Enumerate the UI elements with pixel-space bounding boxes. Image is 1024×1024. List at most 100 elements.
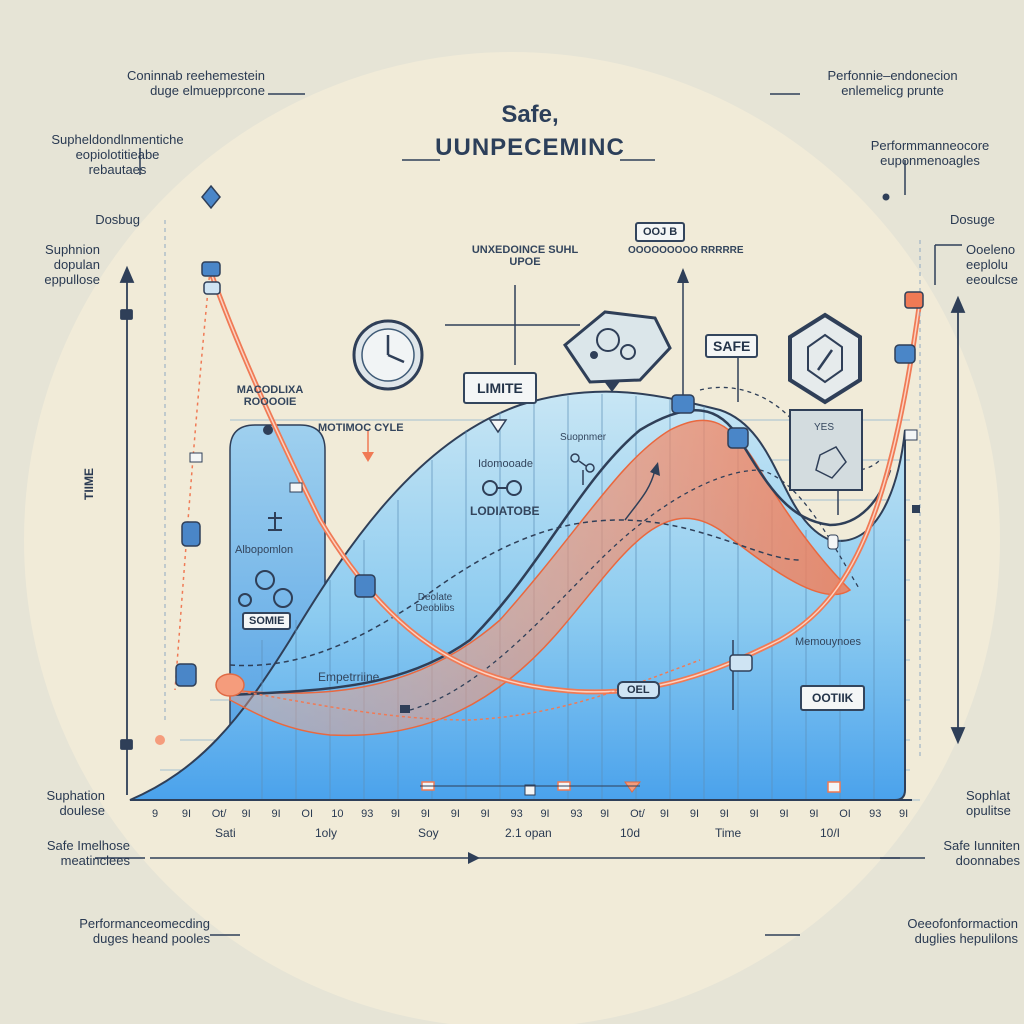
note-top-right-line-2: enlemelicg prunte — [841, 83, 944, 98]
limite-tag: LIMITE — [463, 372, 537, 404]
leader-lines — [95, 93, 962, 936]
note-right-dosage: Dosuge — [950, 212, 995, 227]
target-icon — [238, 570, 293, 608]
x-tick-label: 9I — [659, 808, 670, 820]
x-tick-label: 93 — [361, 808, 374, 820]
limite-pointer — [488, 419, 508, 434]
axis-markers — [420, 781, 841, 796]
note-upper-left-line-2: eopiolotitieabe — [75, 147, 160, 162]
motion-cycle-arrow — [362, 430, 374, 462]
emp-label: Empetrriine — [318, 670, 380, 684]
note-bottom-right-safe-line-2: doonnabes — [955, 853, 1020, 868]
x-axis-label: Time — [715, 826, 742, 840]
x-tick-label: 9I — [480, 808, 490, 820]
nodes-icon — [570, 453, 595, 485]
note-bottom-left-perf-line-1: Performanceomecding — [79, 916, 210, 931]
title-line-1: Safe, — [501, 101, 559, 128]
dashed-curve-1 — [229, 519, 801, 667]
note-right-supp-line-3: eeoulcse — [966, 272, 1019, 287]
note-bottom-right-safe: Safe Iunniten doonnabes — [900, 838, 1020, 868]
supp-label: Suopnmer — [560, 432, 607, 443]
option-tag: OOTIIK — [800, 685, 866, 711]
unexpected-label: UNXEDOINCE SUHL UPOE — [450, 244, 600, 268]
anchor-icon — [268, 512, 282, 531]
x-tick-label: 9I — [779, 808, 789, 820]
title-line-2: UUNPECEMINC — [435, 134, 625, 161]
safe-tag: SAFE — [705, 334, 759, 358]
note-left-supp-line-1: Suphnion — [45, 242, 100, 257]
x-tick-label: 9I — [689, 808, 700, 820]
note-bottom-left-perf-line-2: duges heand pooles — [92, 931, 210, 946]
molecule-badge-icon — [562, 310, 672, 392]
note-upper-right-line-1: Performmanneocore — [870, 138, 990, 153]
note-bottom-left-safe-line-1: Safe Imelhose — [46, 838, 130, 853]
pointer-arrowhead — [677, 268, 689, 283]
note-bottom-left-supp-line-2: doulese — [59, 803, 105, 818]
note-top-right-line-1: Perfonnie–endonecion — [827, 68, 958, 83]
upper-right-dot — [882, 193, 890, 201]
note-top-left: Coninnab reehemestein duge elmuepprcone — [70, 68, 265, 98]
microcycle-line-2: ROOOOIE — [243, 396, 297, 408]
x-axis-label: 2.1 opan — [505, 826, 552, 840]
note-upper-right: Performmanneocore euponmenoagles — [840, 138, 1020, 168]
x-tick-label: 93 — [510, 808, 523, 820]
x-tick-label: Ot/ — [630, 808, 645, 820]
x-tick-label: 9 — [152, 808, 159, 820]
x-tick-label: 9I — [241, 808, 251, 820]
top-right-mini-label: OOOOOOOOO RRRRRE — [628, 245, 744, 256]
x-tick-label: 9I — [749, 808, 759, 820]
orange-dotted-bottom — [229, 659, 701, 721]
note-bottom-left-perf: Performanceomecding duges heand pooles — [20, 916, 210, 946]
note-left-dosage: Dosbug — [95, 212, 140, 227]
note-left-supp-line-2: dopulan — [53, 257, 100, 272]
top-tag: OOJ B — [635, 222, 686, 242]
curve-markers — [155, 184, 924, 745]
note-bottom-left-supp-line-1: Suphation — [46, 788, 105, 803]
x-axis-label: 10/I — [820, 826, 841, 840]
note-bottom-right-perf-line-1: Oeeofonformaction — [907, 916, 1018, 931]
x-tick-label: 10 — [331, 808, 344, 820]
orange-band — [229, 419, 852, 737]
note-top-left-line-2: duge elmuepprcone — [150, 83, 265, 98]
note-bottom-right-perf-line-2: duglies hepulilons — [914, 931, 1018, 946]
x-tick-label: OI — [839, 808, 851, 820]
note-left-supp-line-3: eppullose — [44, 272, 100, 287]
x-tick-label: 9I — [420, 808, 431, 820]
note-right-supp-line-2: eeplolu — [966, 257, 1008, 272]
navy-curve — [229, 409, 892, 697]
hexagon-icon — [788, 312, 862, 405]
right-y-axis — [950, 295, 966, 745]
motion-cycle-label: MOTIMOC CYLE — [318, 422, 404, 434]
yes-label: YES — [814, 422, 835, 433]
inner-title-label: Idomooade — [478, 458, 534, 470]
dotted-notes: Deolate Deoblibs — [400, 592, 470, 614]
microcycle-line-1: MACODLIXA — [236, 384, 304, 396]
x-tick-label: 9I — [391, 808, 401, 820]
x-tick-label: 9I — [899, 808, 909, 820]
orange-dotted-left — [174, 269, 211, 691]
note-bottom-right-perf: Oeeofonformaction duglies hepulilons — [808, 916, 1018, 946]
bottom-timeline-arrow — [150, 852, 900, 864]
oel-tag: OEL — [617, 681, 660, 699]
note-bottom-left-safe: Safe Imelhose meatinclees — [10, 838, 130, 868]
y-axis-label: TIIME — [82, 468, 96, 500]
x-tick-label: 9I — [719, 808, 729, 820]
note-left-supp: Suphnion dopulan eppullose — [20, 242, 100, 287]
note-right-supp: Ooeleno eeplolu eeoulcse — [966, 242, 1022, 287]
note-bottom-right-supp-line-2: opulitse — [966, 803, 1011, 818]
curved-arrow-icon — [624, 462, 660, 521]
x-tick-label: OI — [301, 808, 314, 820]
microcycle-label: MACODLIXA ROOOOIE — [215, 384, 325, 408]
note-top-left-line-1: Coninnab reehemestein — [126, 68, 265, 83]
somme-tag: SOMIE — [242, 612, 292, 630]
dumbbell-icon — [482, 480, 522, 496]
x-tick-label: 9I — [450, 808, 460, 820]
note-upper-left: Supheldondlnmentiche eopiolotitieabe reb… — [30, 132, 205, 177]
note-bottom-left-safe-line-2: meatinclees — [60, 853, 130, 868]
x-tick-label: 9I — [181, 808, 192, 820]
left-y-axis — [119, 265, 135, 795]
note-right-supp-line-1: Ooeleno — [966, 242, 1016, 257]
x-tick-label: 9I — [809, 808, 819, 820]
unexpected-line-2: UPOE — [509, 256, 541, 268]
